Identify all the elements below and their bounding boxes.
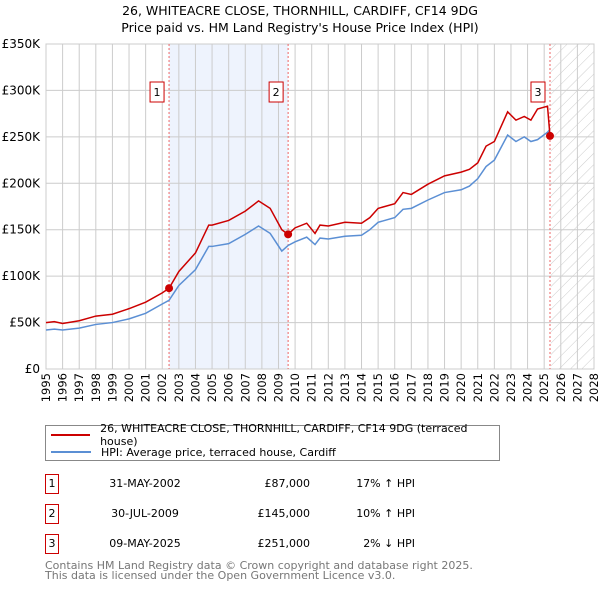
- footer-licence: This data is licensed under the Open Gov…: [45, 569, 396, 582]
- x-tick-label: 1998: [89, 373, 103, 402]
- x-tick-label: 2000: [122, 373, 136, 402]
- sale-number: 2: [45, 504, 59, 524]
- x-tick-label: 1996: [56, 373, 70, 402]
- x-tick-label: 2015: [371, 373, 385, 402]
- sale-price: £145,000: [257, 507, 311, 520]
- x-tick-label: 2027: [570, 373, 584, 402]
- x-tick-label: 2024: [521, 373, 535, 402]
- sale-label-frame: [268, 81, 284, 103]
- y-tick-label: £300K: [2, 83, 42, 97]
- x-tick-label: 2018: [421, 373, 435, 402]
- x-tick-label: 2012: [321, 373, 335, 402]
- sale-price: £87,000: [264, 477, 311, 490]
- x-tick-label: 1995: [39, 373, 53, 402]
- sale-label-number: 1: [154, 86, 161, 99]
- legend-label-hpi: HPI: Average price, terraced house, Card…: [101, 445, 336, 459]
- sale-label-number: 2: [273, 86, 280, 99]
- plot-frame: [45, 43, 595, 370]
- x-tick-label: 2021: [471, 373, 485, 402]
- y-tick-label: £100K: [2, 269, 42, 283]
- y-tick-label: £50K: [9, 316, 41, 330]
- sale-hpi-diff: 10% ↑ HPI: [356, 507, 415, 520]
- x-tick-label: 2019: [438, 373, 452, 402]
- legend-swatch-hpi: [51, 451, 91, 453]
- x-tick-label: 2020: [454, 373, 468, 402]
- sale-label-box: 2: [268, 81, 284, 103]
- forecast-hatch: [550, 44, 594, 369]
- x-tick-label: 1997: [72, 373, 86, 402]
- x-tick-label: 2016: [388, 373, 402, 402]
- sale-number: 1: [45, 474, 59, 494]
- x-tick-label: 2002: [155, 373, 169, 402]
- x-tick-label: 2010: [288, 373, 302, 402]
- x-tick-label: 2017: [404, 373, 418, 402]
- sale-label-frame: [530, 81, 546, 103]
- hpi-line: [45, 128, 551, 331]
- sale-hpi-diff: 2% ↓ HPI: [363, 537, 415, 550]
- x-tick-label: 1999: [105, 373, 119, 402]
- sale-label-box: 1: [149, 81, 165, 103]
- x-tick-label: 2008: [255, 373, 269, 402]
- sale-date: 31-MAY-2002: [109, 477, 181, 490]
- sale-point: [284, 230, 293, 239]
- x-tick-label: 2003: [172, 373, 186, 402]
- sale-point: [545, 131, 554, 140]
- y-tick-label: £200K: [2, 176, 42, 190]
- sale-date: 30-JUL-2009: [111, 507, 179, 520]
- legend-label-property: 26, WHITEACRE CLOSE, THORNHILL, CARDIFF,…: [100, 422, 468, 448]
- x-tick-label: 2011: [305, 373, 319, 402]
- legend-swatch-property: [51, 434, 91, 436]
- chart-title: 26, WHITEACRE CLOSE, THORNHILL, CARDIFF,…: [122, 3, 478, 18]
- y-tick-label: £350K: [2, 37, 42, 51]
- footer-copyright: Contains HM Land Registry data © Crown c…: [45, 559, 473, 572]
- chart-subtitle: Price paid vs. HM Land Registry's House …: [121, 20, 479, 35]
- legend: 26, WHITEACRE CLOSE, THORNHILL, CARDIFF,…: [45, 422, 500, 461]
- x-tick-label: 2006: [222, 373, 236, 402]
- x-tick-label: 2026: [554, 373, 568, 402]
- sale-label-number: 3: [534, 86, 541, 99]
- sale-row: 1 31-MAY-2002 £87,000 17% ↑ HPI: [45, 474, 465, 494]
- x-tick-label: 2001: [139, 373, 153, 402]
- x-tick-label: 2022: [487, 373, 501, 402]
- y-tick-label: £150K: [2, 223, 42, 237]
- x-tick-label: 2007: [238, 373, 252, 402]
- sale-label-box: 3: [530, 81, 546, 103]
- x-tick-label: 2025: [537, 373, 551, 402]
- sale-row: 3 09-MAY-2025 £251,000 2% ↓ HPI: [45, 534, 465, 554]
- x-tick-label: 2005: [205, 373, 219, 402]
- y-tick-label: £0: [25, 362, 40, 376]
- sale-number: 3: [45, 534, 59, 554]
- y-tick-label: £250K: [2, 130, 42, 144]
- sale-date: 09-MAY-2025: [109, 537, 181, 550]
- x-tick-label: 2004: [188, 373, 202, 402]
- x-tick-label: 2028: [587, 373, 600, 402]
- x-tick-label: 2014: [355, 373, 369, 402]
- sale-point: [165, 284, 174, 293]
- x-tick-label: 2023: [504, 373, 518, 402]
- property-price-line: [45, 105, 551, 325]
- x-tick-label: 2013: [338, 373, 352, 402]
- sale-hpi-diff: 17% ↑ HPI: [356, 477, 415, 490]
- sale-price: £251,000: [257, 537, 311, 550]
- x-tick-label: 2009: [271, 373, 285, 402]
- sale-label-frame: [149, 81, 165, 103]
- sale-row: 2 30-JUL-2009 £145,000 10% ↑ HPI: [45, 504, 465, 524]
- price-chart: 1995 1996 1997 1998 1999 2000 2001 2002 2003 2004…: [2, 37, 600, 402]
